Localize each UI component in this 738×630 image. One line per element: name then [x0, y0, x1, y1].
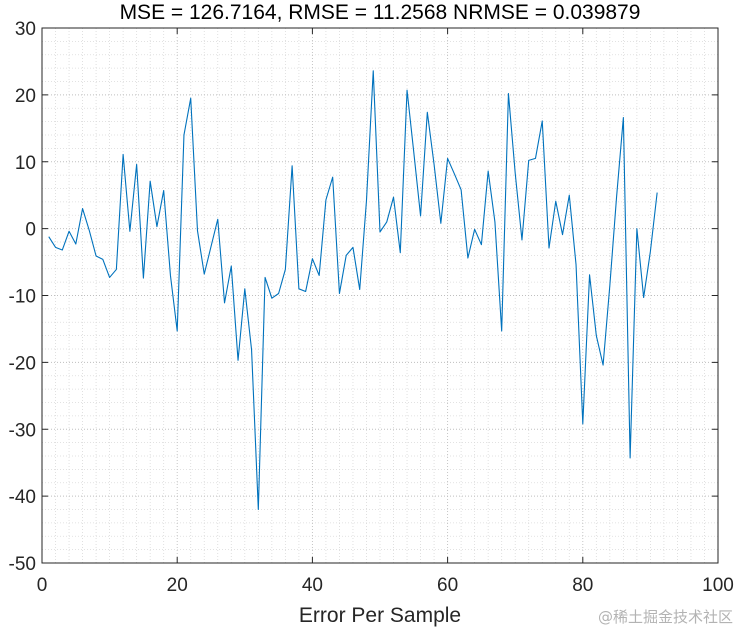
chart-title: MSE = 126.7164, RMSE = 11.2568 NRMSE = 0… [120, 1, 641, 24]
watermark-text: @稀土掘金技术社区 [598, 608, 733, 626]
y-tick-label: 20 [15, 86, 36, 107]
y-tick-label: -50 [9, 554, 36, 575]
x-tick-label: 0 [37, 575, 48, 596]
x-tick-label: 100 [702, 575, 734, 596]
y-tick-labels: -50 -40 -30 -20 -10 0 10 20 30 [9, 19, 36, 575]
y-tick-label: -10 [9, 287, 36, 308]
x-tick-label: 40 [302, 575, 323, 596]
series-layer [48, 70, 658, 511]
x-tick-label: 20 [167, 575, 188, 596]
x-tick-label: 60 [437, 575, 458, 596]
y-tick-label: 0 [25, 220, 36, 241]
y-tick-label: -40 [9, 487, 36, 508]
x-tick-label: 80 [572, 575, 593, 596]
series-line-1 [48, 70, 658, 511]
x-axis-label: Error Per Sample [299, 604, 461, 627]
tick-marks [41, 27, 719, 564]
y-tick-label: 10 [15, 153, 36, 174]
y-tick-label: 30 [15, 19, 36, 40]
x-tick-labels: 0 20 40 60 80 100 [37, 575, 734, 596]
y-tick-label: -20 [9, 353, 36, 374]
y-tick-label: -30 [9, 420, 36, 441]
